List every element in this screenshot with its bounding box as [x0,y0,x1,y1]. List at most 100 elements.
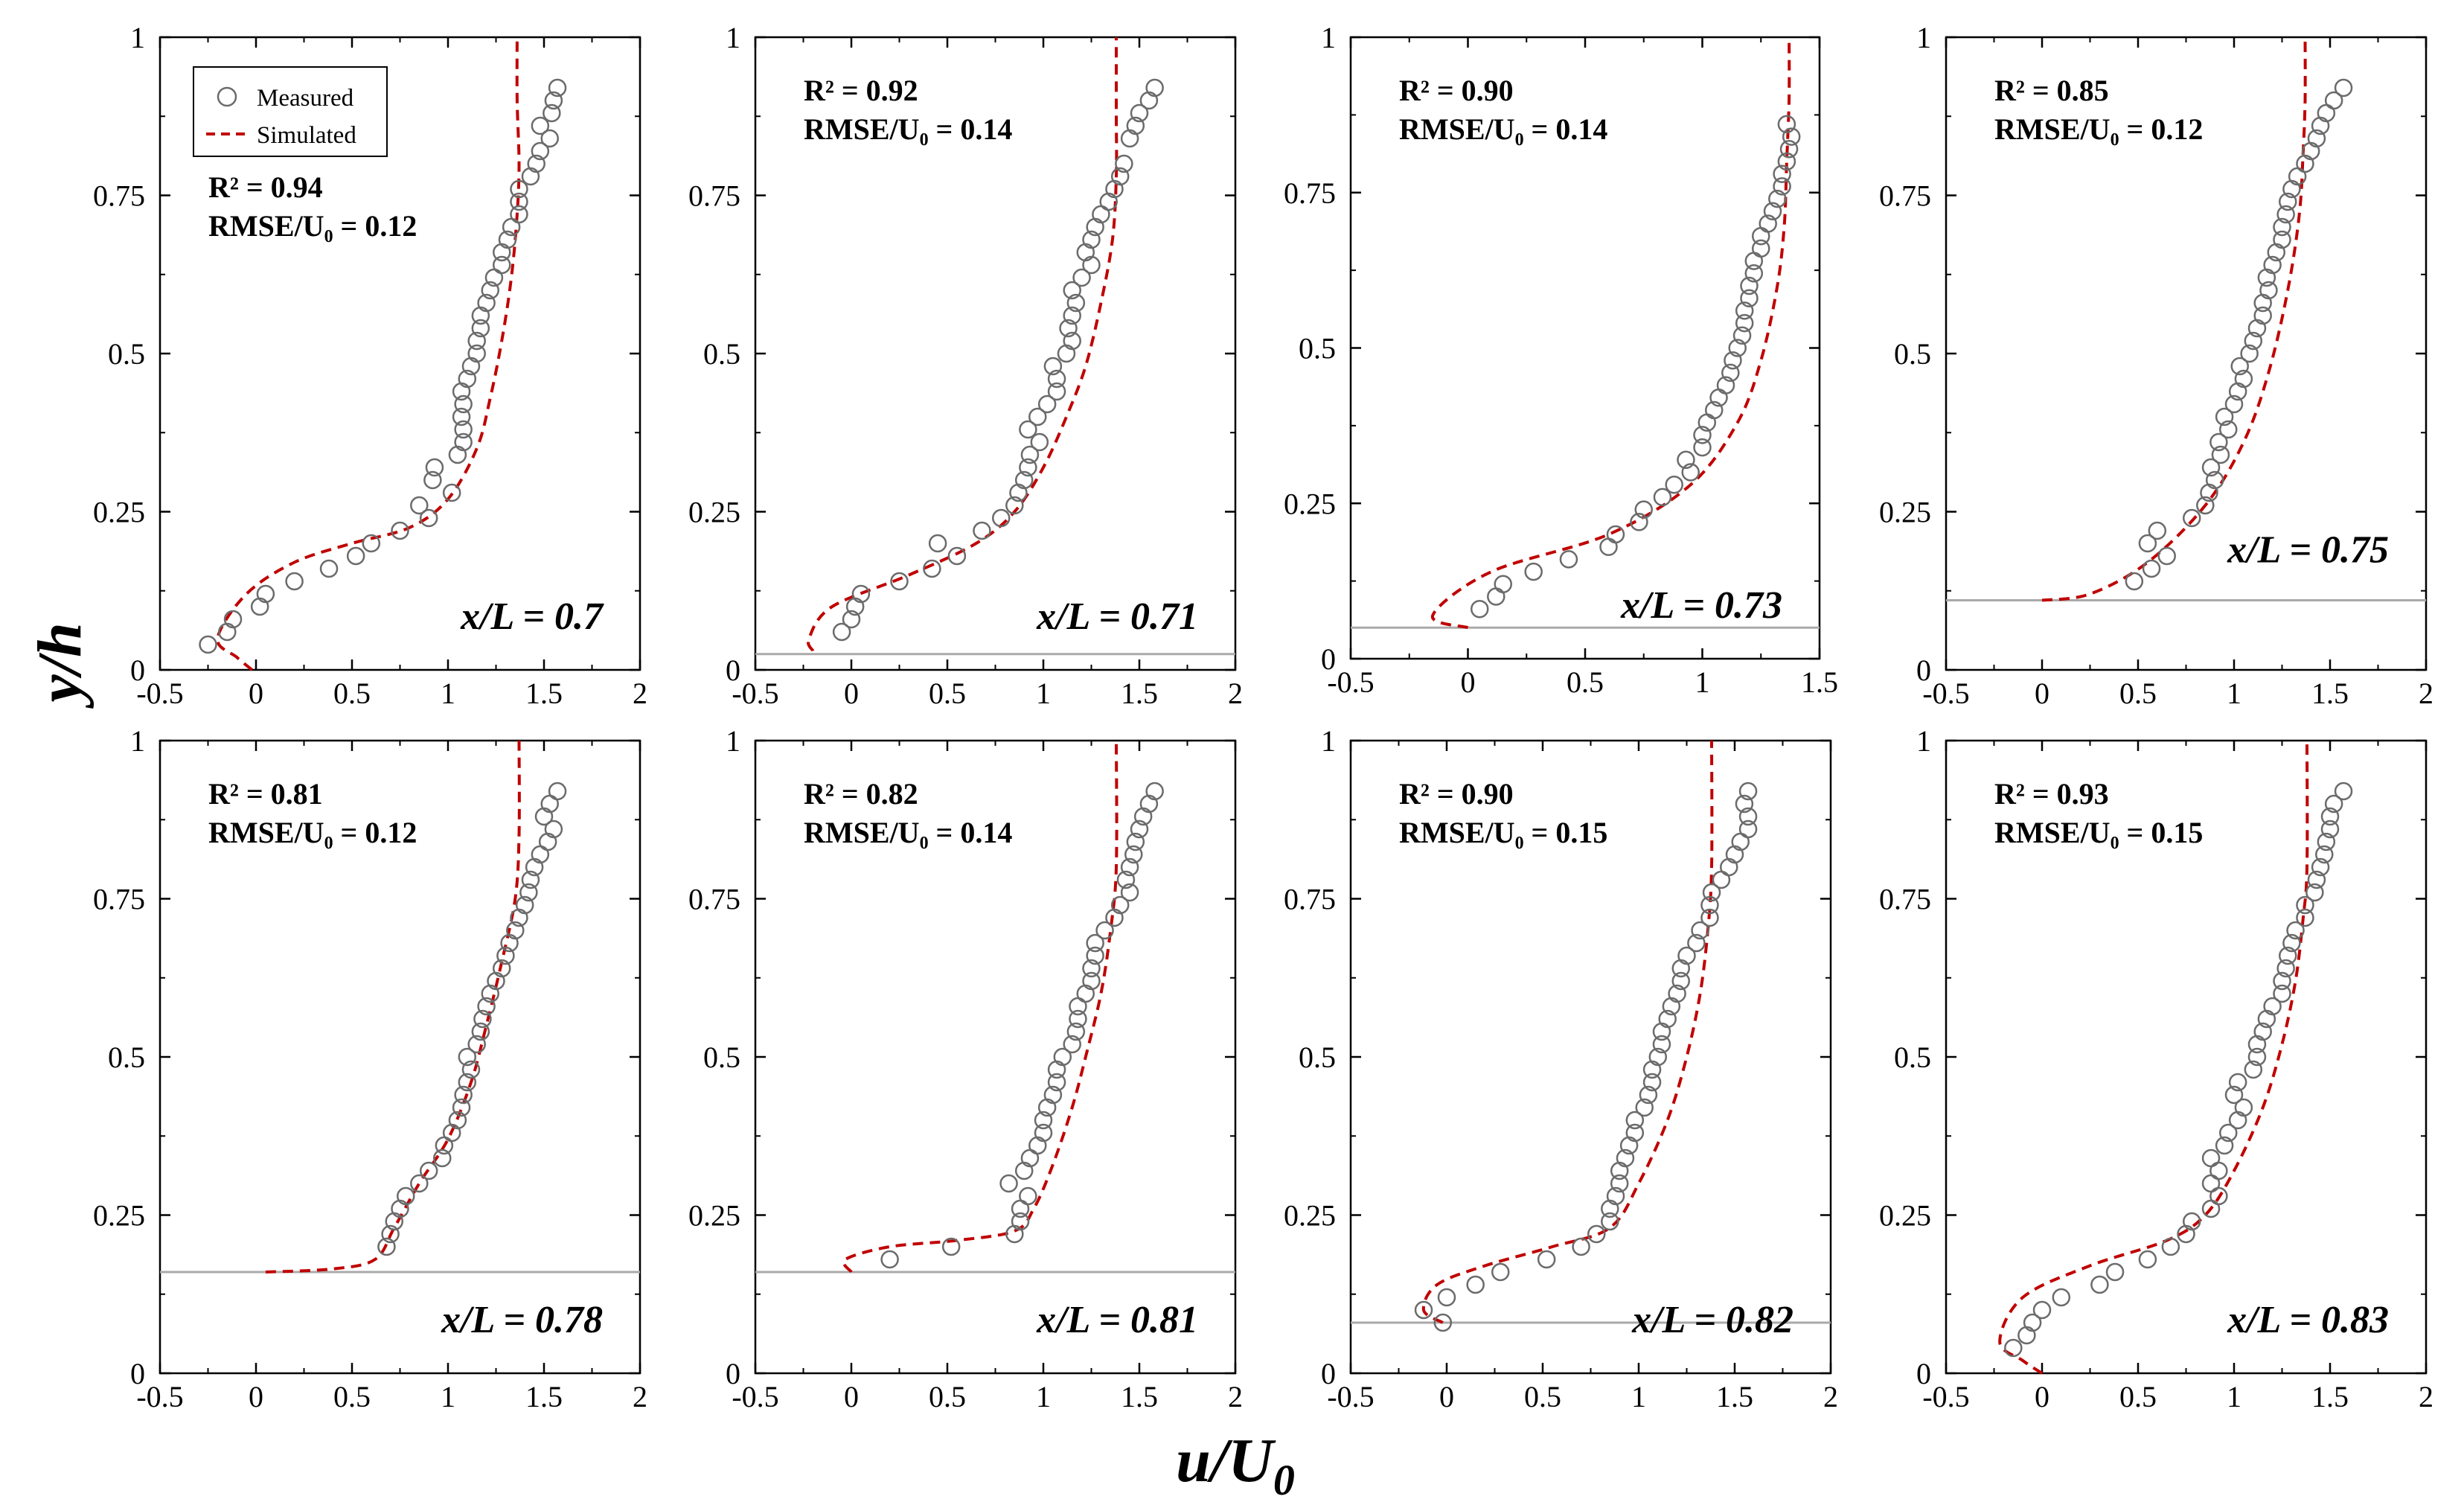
y-tick-label: 0 [726,1357,740,1390]
measured-point [481,281,500,300]
measured-point [2320,819,2340,839]
panel-label: x/L = 0.78 [441,1299,603,1341]
y-axis-title: y/h [25,622,95,709]
measured-point [1677,946,1696,965]
measured-point [2205,470,2224,490]
measured-point [1773,164,1791,183]
measured-point [285,572,304,591]
measured-point [1744,252,1764,270]
measured-point [1005,496,1024,515]
measured-point [2278,946,2297,965]
legend-box [193,66,388,157]
measured-point [1693,426,1712,444]
measured-point [419,1161,438,1180]
measured-point [2276,205,2295,224]
x-tick-label: 2 [1823,1380,1838,1413]
x-tick-label: 2 [2419,677,2433,710]
y-tick-label: 0 [726,654,740,687]
measured-point [1691,921,1709,940]
measured-point [521,870,540,889]
measured-point [2228,1073,2247,1092]
measured-point [1072,268,1091,287]
measured-point [928,534,947,553]
measured-point [467,344,486,363]
measured-point [1700,908,1719,927]
measured-point [2157,546,2176,566]
x-tick-label: 0 [2035,1380,2049,1413]
y-tick-label: 0.25 [1284,1199,1336,1233]
measured-point [1732,326,1752,345]
x-tick-label: 0 [1439,1380,1454,1413]
x-tick-label: -0.5 [1327,1380,1374,1413]
measured-point [2263,255,2282,275]
measured-point [2219,1123,2238,1143]
x-tick-label: 1.5 [1121,1380,1158,1413]
y-tick-label: 1 [130,724,145,758]
measured-point [1043,357,1063,376]
measured-point [1020,445,1040,464]
measured-point [2234,1098,2253,1117]
measured-point [531,116,550,135]
rmse-label: RMSE/U₀ = 0.12 [1994,112,2203,146]
measured-point [1115,154,1133,173]
y-tick-label: 1 [1321,724,1336,758]
measured-point [548,78,567,98]
y-tick-label: 0.25 [688,496,740,529]
measured-point [1126,832,1145,851]
measured-point [1735,313,1754,333]
measured-point [1635,1098,1654,1117]
measured-point [1777,115,1796,134]
measured-point [1019,420,1037,439]
measured-point [461,1060,481,1079]
x-tick-label: 1 [1036,1380,1051,1413]
x-tick-label: 0 [844,1380,859,1413]
measured-point [223,610,243,629]
x-axis-title-subscript: 0 [1273,1456,1295,1504]
measured-point [2244,1060,2263,1079]
measured-point [2273,971,2291,991]
x-tick-label: 0.5 [929,1380,966,1413]
measured-point [1653,488,1672,507]
measured-point [1047,382,1066,401]
measured-point [2023,1313,2042,1332]
measured-point [1648,1047,1668,1067]
measured-point [1665,475,1683,494]
measured-point [2201,1174,2221,1193]
measured-point [442,483,461,502]
measured-point [1693,438,1712,457]
measured-point [1702,883,1721,902]
measured-point [433,1148,452,1168]
rmse-label: RMSE/U₀ = 0.15 [1399,816,1607,849]
measured-point [1019,1186,1037,1206]
measured-point [2209,1161,2228,1180]
y-tick-label: 0.75 [93,179,145,213]
measured-point [381,1224,400,1244]
measured-point [2311,857,2330,877]
x-tick-label: 2 [633,1380,647,1413]
measured-point [2282,933,2301,953]
y-tick-label: 0.5 [108,337,145,371]
measured-point [2259,281,2278,300]
measured-point [419,508,438,528]
measured-point [1658,1009,1677,1029]
x-tick-label: 0.5 [929,677,966,710]
measured-point [2052,1288,2071,1307]
measured-point [346,546,365,566]
measured-point [2230,357,2249,376]
measured-point [851,584,871,604]
measured-point [2247,1047,2267,1067]
measured-point [2286,921,2305,940]
measured-point [2215,1136,2234,1155]
measured-point [1763,202,1782,221]
measured-point [2273,984,2291,1003]
measured-point [1034,1123,1053,1143]
measured-point [1677,450,1695,470]
measured-point [1034,1111,1053,1130]
measured-point [199,635,217,654]
